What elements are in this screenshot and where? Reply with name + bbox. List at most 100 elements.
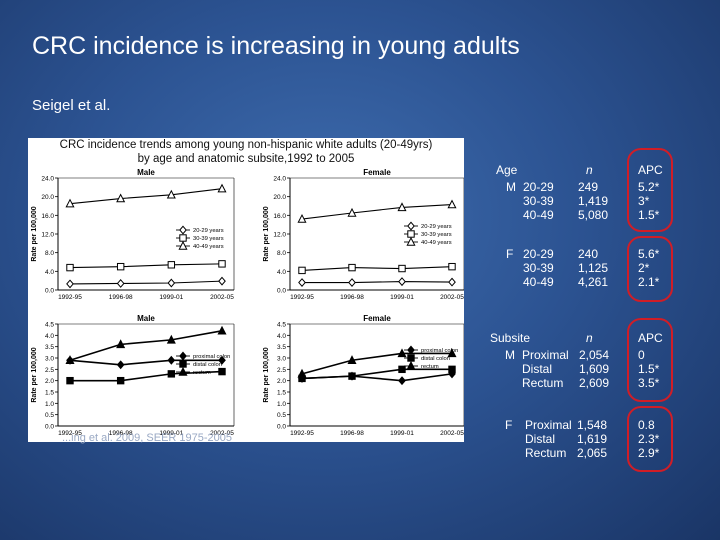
chart1-data-point xyxy=(116,262,125,271)
chart1-data-point xyxy=(218,260,226,268)
chart2-data-point xyxy=(398,264,406,273)
chart3-data-point xyxy=(167,355,176,365)
chart2-data-point xyxy=(298,278,306,287)
slide-title: CRC incidence is increasing in young adu… xyxy=(32,32,520,60)
subsite-female-label: F xyxy=(505,418,513,432)
subsite-header: Subsite xyxy=(490,331,531,345)
chart4-legend-label: rectum xyxy=(421,364,439,370)
chart3-legend-label: proximal colon xyxy=(193,354,230,360)
chart4-ytick-label: 0.5 xyxy=(277,412,286,419)
chart2-series-line xyxy=(301,204,453,220)
chart4-xtick-label: 1992-95 xyxy=(290,430,314,437)
figure-panel: Male 0.0 4.0 8.0 12.0 16.0 20.0 24.0 Rate per 10… xyxy=(28,138,464,442)
figure-source-text: ...ing et al. 2009, SEER 1975-2005 xyxy=(62,432,233,444)
chart3-ytick-label: 1.5 xyxy=(45,390,54,397)
chart2-xtick-label: 2002-05 xyxy=(440,294,464,301)
chart2-ytick-label: 24.0 xyxy=(273,176,286,183)
chart1-xtick-label: 1992-95 xyxy=(58,294,82,301)
chart4-ytick-label: 4.5 xyxy=(277,322,286,329)
chart2-legend-label: 30-39 years xyxy=(421,232,452,238)
chart3-data-point xyxy=(116,339,126,349)
chart3-xtick-label: 1992-95 xyxy=(58,430,82,437)
chart4-legend-marker xyxy=(407,345,415,355)
chart3-title: Male xyxy=(137,314,155,323)
chart1-xtick-label: 2002-05 xyxy=(210,294,234,301)
chart3-data-point xyxy=(167,370,176,378)
chart1-series-line xyxy=(69,188,223,205)
chart2-ytick-label: 4.0 xyxy=(277,269,286,276)
chart3-legend-label: rectum xyxy=(193,370,211,376)
chart4-legend-marker xyxy=(407,354,415,362)
chart2-ytick-label: 12.0 xyxy=(273,232,286,239)
chart3-data-point xyxy=(218,367,226,376)
chart2-data-point xyxy=(448,262,456,271)
chart3-data-point xyxy=(217,325,227,335)
chart2-ytick-label: 8.0 xyxy=(277,250,286,257)
chart2-data-point xyxy=(348,263,356,272)
chart4-data-point xyxy=(398,376,406,386)
chart2-data-point xyxy=(448,277,456,287)
chart4-ytick-label: 3.0 xyxy=(277,356,286,363)
chart1-legend-marker xyxy=(179,225,187,235)
chart2-legend-marker xyxy=(407,230,415,238)
chart3-data-point xyxy=(166,334,176,344)
chart2-data-point xyxy=(297,213,307,223)
age-male-apc: 5.2* 3* 1.5* xyxy=(638,180,660,222)
chart2-ytick-label: 16.0 xyxy=(273,213,286,220)
chart1-data-point xyxy=(218,276,226,286)
slide-subtitle: Seigel et al. xyxy=(32,97,111,114)
chart2-legend-marker xyxy=(407,221,415,231)
apc-highlight-subsite-male xyxy=(627,318,673,402)
chart4-ytick-label: 2.5 xyxy=(277,367,286,374)
chart4-data-point xyxy=(397,348,407,358)
chart1-data-point xyxy=(167,261,176,269)
chart3-ytick-label: 3.0 xyxy=(45,356,54,363)
chart1-ytick-label: 16.0 xyxy=(41,213,54,220)
chart1-data-point xyxy=(116,193,126,203)
subsite-male-n: 2,054 1,609 2,609 xyxy=(579,348,610,390)
age-header: Age xyxy=(496,163,518,177)
chart3-ytick-label: 0.5 xyxy=(45,412,54,419)
chart4-xtick-label: 1999-01 xyxy=(390,430,414,437)
chart3-ytick-label: 0.0 xyxy=(45,424,54,431)
chart4-data-point xyxy=(347,355,357,364)
chart4-data-point xyxy=(297,368,307,378)
subsite-female-n: 1,548 1,619 2,065 xyxy=(577,418,608,460)
chart1-series-line xyxy=(69,280,223,285)
chart3-ytick-label: 2.5 xyxy=(45,367,54,374)
age-female-n: 240 1,125 4,261 xyxy=(578,247,609,289)
chart4-ytick-label: 2.0 xyxy=(277,378,286,385)
chart2-data-point xyxy=(398,277,406,287)
chart3-xtick-label: 2002-05 xyxy=(210,430,234,437)
chart1-data-point xyxy=(66,263,74,272)
chart1-data-point xyxy=(66,279,74,289)
age-female-ages: 20-29 30-39 40-49 xyxy=(523,247,554,289)
chart2-ytick-label: 0.0 xyxy=(277,288,286,295)
chart4-series-line xyxy=(301,352,452,375)
chart3-series-line xyxy=(70,370,223,382)
chart2-data-point xyxy=(397,202,407,212)
age-female-label: F xyxy=(506,247,514,261)
subsite-male-sites: Proximal Distal Rectum xyxy=(522,348,569,390)
chart1-legend-marker xyxy=(179,234,187,242)
subsite-n-header: n xyxy=(586,331,593,345)
subsite-female-sites: Proximal Distal Rectum xyxy=(525,418,572,460)
chart1-legend-label: 40-49 years xyxy=(193,244,224,250)
chart1-data-point xyxy=(166,189,176,199)
chart4-ytick-label: 0.0 xyxy=(277,424,286,431)
figure-caption-line2: by age and anatomic subsite,1992 to 2005 xyxy=(137,153,355,165)
chart3-series-line xyxy=(69,359,222,366)
chart3-ytick-label: 3.5 xyxy=(45,344,54,351)
chart1-legend-label: 30-39 years xyxy=(193,236,224,242)
age-male-label: M xyxy=(506,180,516,194)
chart2-data-point xyxy=(447,199,457,209)
chart2-legend-marker xyxy=(406,236,416,246)
chart2-ylabel: Rate per 100,000 xyxy=(263,206,270,261)
chart2-legend-label: 40-49 years xyxy=(421,240,452,246)
chart3-ytick-label: 4.5 xyxy=(45,322,54,329)
chart3-xtick-label: 1999-01 xyxy=(159,430,183,437)
chart2-xtick-label: 1992-95 xyxy=(290,294,314,301)
chart4-title: Female xyxy=(363,314,391,323)
chart1-xtick-label: 1996-98 xyxy=(109,294,133,301)
age-male-ages: 20-29 30-39 40-49 xyxy=(523,180,554,222)
